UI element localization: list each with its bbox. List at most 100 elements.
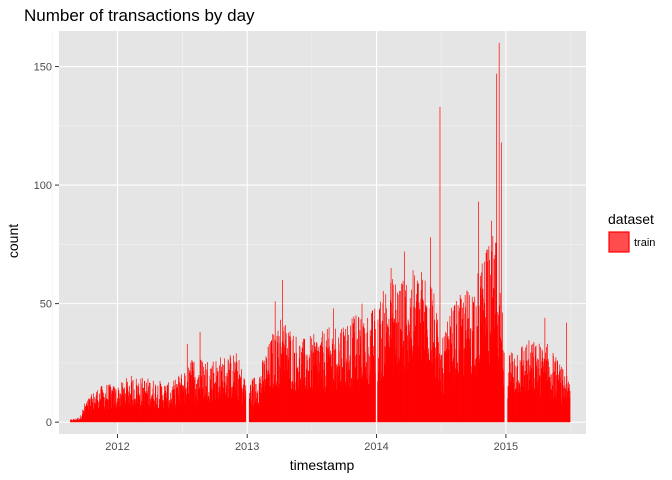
- bar: [176, 387, 178, 423]
- bar: [312, 387, 314, 423]
- bar: [313, 368, 314, 423]
- bar: [133, 389, 135, 423]
- bar: [554, 395, 556, 423]
- bar: [236, 395, 238, 423]
- bar: [379, 380, 381, 423]
- bar: [411, 350, 413, 423]
- bar: [540, 368, 542, 423]
- bar: [398, 357, 400, 423]
- bar: [427, 353, 429, 423]
- bar: [546, 347, 548, 423]
- bar: [295, 382, 297, 423]
- bar: [434, 373, 436, 423]
- bar: [87, 402, 89, 423]
- bar: [80, 418, 82, 423]
- bar: [218, 392, 219, 423]
- bar: [513, 377, 515, 423]
- bar: [407, 335, 408, 423]
- bar: [310, 387, 311, 423]
- bar: [367, 317, 369, 423]
- bar: [422, 279, 423, 423]
- bar: [480, 324, 482, 423]
- bar: [108, 386, 110, 423]
- bar: [80, 419, 81, 423]
- bar: [142, 393, 144, 423]
- bar: [143, 406, 145, 423]
- bar: [238, 400, 240, 423]
- bar: [350, 325, 352, 423]
- bar: [266, 370, 268, 423]
- bar: [372, 365, 374, 423]
- bar: [492, 236, 494, 423]
- bar: [266, 358, 268, 423]
- bar: [127, 381, 128, 423]
- bar: [450, 385, 452, 423]
- bar: [351, 378, 352, 423]
- bar: [195, 389, 197, 423]
- bar: [329, 356, 331, 423]
- bar: [563, 387, 565, 423]
- bar: [135, 404, 137, 423]
- bar: [117, 398, 118, 423]
- bar: [132, 380, 134, 423]
- bar: [314, 342, 315, 423]
- bar: [77, 417, 78, 423]
- bar: [83, 411, 84, 423]
- bar: [394, 323, 395, 423]
- bar: [155, 407, 157, 423]
- bar: [202, 387, 204, 423]
- bar: [419, 325, 420, 423]
- bar: [169, 400, 170, 423]
- bar: [99, 393, 100, 423]
- bar: [382, 290, 384, 423]
- bar: [543, 372, 545, 423]
- bar: [88, 410, 90, 423]
- bar: [134, 399, 136, 423]
- bar: [203, 370, 205, 423]
- bar: [169, 400, 171, 423]
- bar: [209, 375, 211, 423]
- bar: [543, 358, 545, 423]
- bar: [320, 342, 322, 423]
- bar: [561, 399, 563, 423]
- bar: [495, 242, 496, 423]
- bar: [148, 393, 150, 423]
- bar: [390, 300, 391, 423]
- bar: [284, 370, 286, 423]
- bar: [277, 345, 279, 423]
- bar: [478, 354, 480, 423]
- bar: [215, 361, 217, 423]
- bar: [160, 383, 162, 423]
- bar: [481, 294, 483, 423]
- bar: [75, 419, 77, 423]
- bar: [204, 375, 206, 423]
- bar: [102, 397, 104, 423]
- bar: [183, 385, 185, 423]
- bar: [274, 301, 276, 423]
- bar: [374, 373, 376, 423]
- bar: [274, 374, 276, 423]
- bar: [442, 394, 444, 423]
- bar: [546, 355, 548, 423]
- bar: [359, 330, 361, 423]
- bar: [463, 348, 465, 423]
- bar: [341, 358, 343, 423]
- bar: [428, 362, 430, 423]
- bar: [173, 385, 175, 423]
- bar: [534, 346, 536, 423]
- bar: [269, 373, 270, 423]
- bar: [271, 387, 273, 423]
- bar: [190, 374, 192, 423]
- bar: [348, 385, 350, 423]
- bar: [284, 346, 286, 423]
- bar: [475, 359, 476, 423]
- bar: [156, 405, 158, 423]
- bar: [108, 399, 110, 423]
- bar: [209, 368, 211, 423]
- bar: [287, 359, 289, 423]
- bar: [218, 399, 220, 423]
- bar: [561, 379, 563, 423]
- bar: [444, 351, 446, 423]
- bar: [267, 374, 269, 423]
- bar: [179, 384, 181, 423]
